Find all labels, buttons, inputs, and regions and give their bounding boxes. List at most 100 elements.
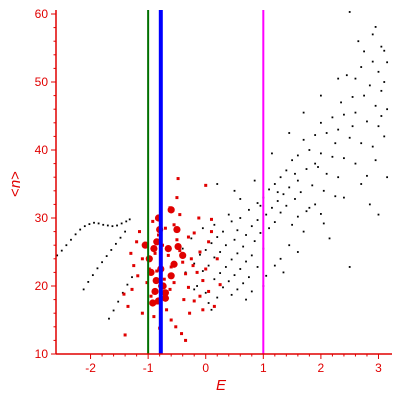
black-point: [294, 198, 296, 200]
black-point: [288, 132, 291, 134]
red-point: [192, 231, 196, 235]
black-point: [250, 225, 253, 228]
black-point: [325, 172, 328, 175]
red-large-point: [145, 255, 153, 263]
black-curve-point: [108, 317, 110, 320]
points-layer: [56, 11, 389, 342]
red-point: [172, 281, 176, 285]
black-curve-point: [110, 249, 113, 251]
red-point: [215, 257, 219, 261]
black-point: [374, 26, 377, 28]
red-point: [180, 332, 184, 336]
x-tick-label: -1: [143, 361, 154, 375]
black-point: [383, 135, 386, 138]
black-point: [296, 215, 299, 218]
red-point: [191, 264, 195, 268]
red-point: [181, 260, 185, 264]
red-point: [189, 257, 193, 261]
red-large-point: [141, 241, 149, 249]
black-point: [334, 142, 337, 145]
red-point: [123, 333, 127, 337]
black-point: [305, 168, 308, 170]
red-point: [151, 219, 155, 223]
red-point: [207, 289, 211, 293]
red-point: [192, 299, 196, 303]
black-point: [236, 229, 239, 232]
red-point: [136, 274, 140, 278]
black-point: [216, 236, 219, 238]
black-point: [308, 149, 311, 151]
black-curve-point: [56, 254, 59, 257]
black-point: [380, 89, 383, 92]
black-point: [256, 219, 259, 221]
black-point: [319, 152, 322, 155]
red-large-point: [164, 245, 172, 253]
black-point: [230, 293, 233, 296]
red-point: [184, 272, 188, 276]
black-point: [271, 152, 273, 155]
black-point: [351, 125, 354, 128]
black-point: [201, 270, 204, 272]
red-large-point: [161, 289, 170, 297]
red-large-point: [167, 206, 175, 214]
red-point: [165, 308, 169, 312]
black-point: [242, 282, 245, 285]
red-point: [162, 277, 166, 281]
black-point: [331, 116, 334, 119]
black-point: [233, 189, 236, 192]
red-large-point: [174, 242, 182, 251]
black-curve-point: [83, 225, 86, 228]
black-point: [305, 210, 308, 213]
black-point: [360, 142, 363, 145]
black-point: [250, 254, 253, 257]
red-point: [157, 233, 161, 237]
red-point: [184, 338, 188, 342]
red-large-point: [152, 276, 160, 285]
red-point: [163, 226, 167, 230]
red-point: [153, 251, 157, 255]
y-axis-title-open: <: [7, 188, 24, 197]
x-tick-label: -2: [85, 361, 96, 375]
black-point: [216, 296, 219, 299]
red-point: [178, 249, 182, 253]
black-point: [279, 176, 282, 179]
black-point: [181, 247, 184, 250]
black-point: [253, 179, 256, 182]
black-point: [239, 217, 242, 219]
black-point: [368, 203, 371, 206]
black-point: [348, 266, 351, 268]
black-point: [366, 120, 368, 123]
black-point: [210, 308, 213, 311]
red-point: [126, 304, 130, 308]
black-point: [224, 244, 227, 247]
black-point: [366, 174, 368, 177]
black-curve-point: [124, 230, 127, 233]
y-axis-title-var: n: [7, 180, 24, 188]
x-axis-title: E: [216, 377, 227, 394]
black-point: [354, 111, 357, 114]
black-point: [325, 132, 328, 134]
black-point: [204, 249, 207, 251]
black-point: [265, 274, 268, 277]
red-point: [172, 223, 176, 227]
black-point: [314, 162, 317, 165]
black-point: [299, 191, 302, 194]
black-point: [239, 268, 242, 270]
red-point: [155, 269, 159, 273]
black-point: [245, 260, 247, 263]
black-point: [248, 208, 250, 211]
red-point: [169, 318, 173, 322]
black-point: [190, 237, 193, 240]
black-point: [296, 251, 299, 253]
black-point: [245, 234, 247, 236]
black-point: [227, 280, 230, 283]
black-point: [288, 244, 291, 247]
red-large-point: [161, 294, 170, 302]
black-point: [196, 285, 198, 287]
black-point: [319, 213, 322, 215]
black-point: [348, 136, 351, 139]
red-point: [174, 325, 178, 329]
red-point: [122, 292, 126, 296]
black-curve-point: [105, 255, 108, 257]
